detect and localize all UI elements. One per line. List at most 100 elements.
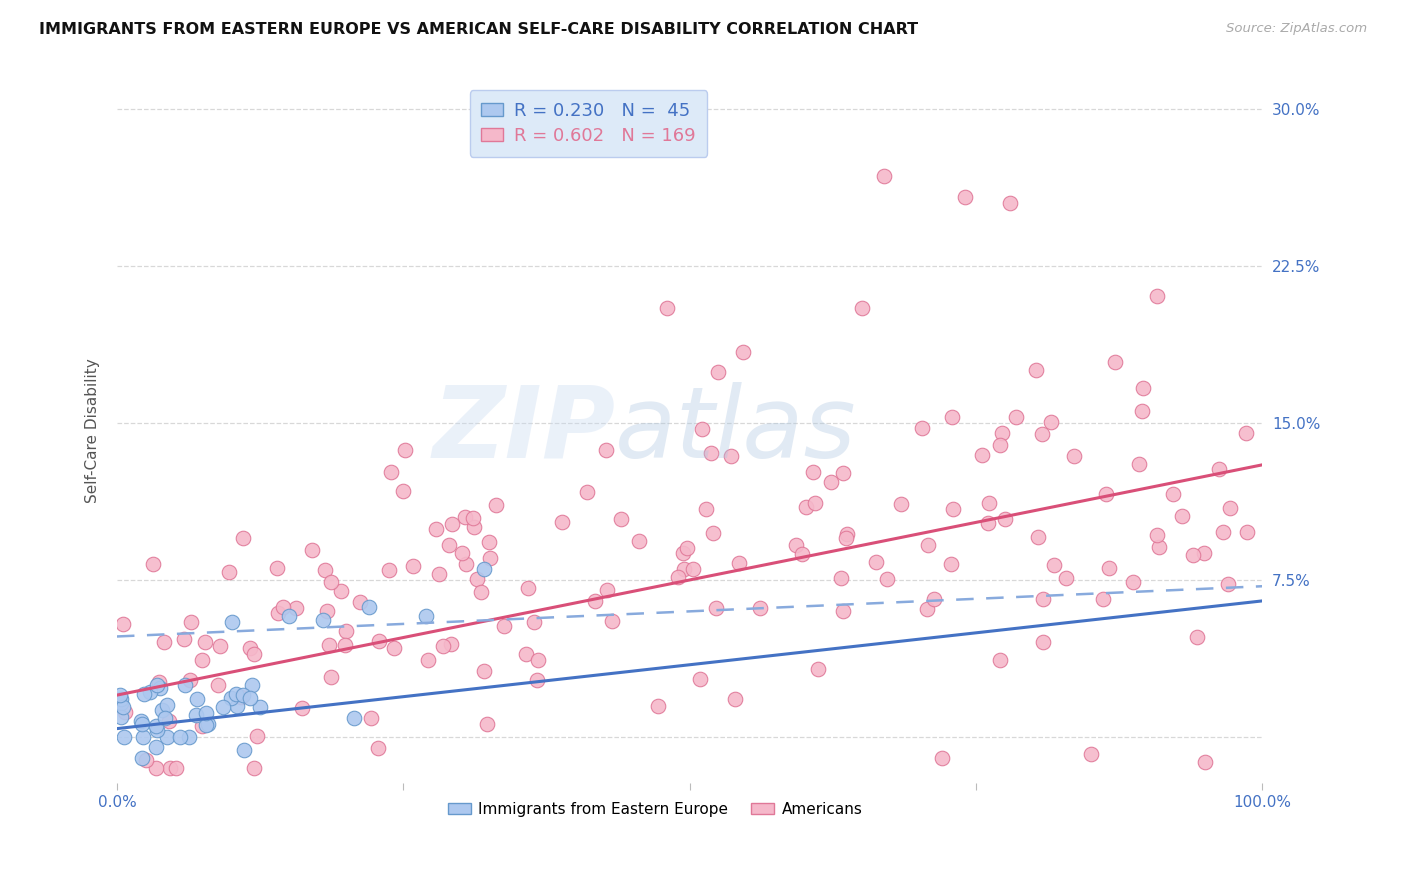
Point [1032,634,1054,648]
Point [911,421,934,435]
Point [1031,426,1053,441]
Point [807,662,830,676]
Point [156,730,179,744]
Point [177,730,200,744]
Point [1026,530,1049,544]
Point [239,691,262,706]
Point [416,653,439,667]
Point [432,639,454,653]
Point [720,449,742,463]
Point [1054,571,1077,585]
Point [226,698,249,713]
Point [1234,426,1257,441]
Point [463,520,485,534]
Point [673,562,696,576]
Point [1208,462,1230,476]
Text: IMMIGRANTS FROM EASTERN EUROPE VS AMERICAN SELF-CARE DISABILITY CORRELATION CHAR: IMMIGRANTS FROM EASTERN EUROPE VS AMERIC… [39,22,918,37]
Point [266,561,288,575]
Point [159,761,181,775]
Point [439,637,461,651]
Text: Source: ZipAtlas.com: Source: ZipAtlas.com [1226,22,1367,36]
Point [478,551,501,566]
Point [169,730,191,744]
Point [1091,591,1114,606]
Point [492,618,515,632]
Point [474,665,496,679]
Point [425,522,447,536]
Point [112,617,135,632]
Point [145,719,167,733]
Point [794,500,817,515]
Point [837,527,859,541]
Point [318,638,340,652]
Point [135,753,157,767]
Point [378,563,401,577]
Point [672,546,695,560]
Point [695,502,717,516]
Point [191,652,214,666]
Point [831,604,853,618]
Point [249,700,271,714]
Point [112,699,135,714]
Point [394,443,416,458]
Point [148,674,170,689]
Point [526,673,548,687]
Point [427,566,450,581]
Point [131,751,153,765]
Point [284,600,307,615]
Point [1043,558,1066,572]
Point [360,711,382,725]
Point [748,601,770,615]
Point [173,678,195,692]
Point [682,562,704,576]
Point [1025,363,1047,377]
Point [1094,487,1116,501]
Point [316,604,339,618]
Point [191,719,214,733]
Point [876,572,898,586]
Point [1182,549,1205,563]
Point [152,635,174,649]
Point [1132,381,1154,395]
Point [225,687,247,701]
Point [146,678,169,692]
Point [1040,416,1063,430]
Point [1063,450,1085,464]
Point [939,558,962,572]
Point [1171,509,1194,524]
Point [142,557,165,571]
Point [690,421,713,435]
Point [666,570,689,584]
Point [931,751,953,765]
Point [415,608,437,623]
Point [477,717,499,731]
Point [110,688,132,702]
Point [291,701,314,715]
Point [790,547,813,561]
Point [890,497,912,511]
Point [1122,575,1144,590]
Point [835,531,858,545]
Legend: Immigrants from Eastern Europe, Americans: Immigrants from Eastern Europe, American… [440,795,870,825]
Point [1212,525,1234,540]
Point [1032,591,1054,606]
Point [145,761,167,775]
Point [145,740,167,755]
Point [218,565,240,579]
Point [831,467,853,481]
Point [146,723,169,737]
Point [367,741,389,756]
Point [595,443,617,458]
Point [343,711,366,725]
Point [139,685,162,699]
Point [212,700,235,714]
Point [391,483,413,498]
Point [1146,289,1168,303]
Point [131,717,153,731]
Point [700,446,723,460]
Point [110,710,132,724]
Point [450,546,472,560]
Point [150,703,173,717]
Point [243,761,266,775]
Point [382,640,405,655]
